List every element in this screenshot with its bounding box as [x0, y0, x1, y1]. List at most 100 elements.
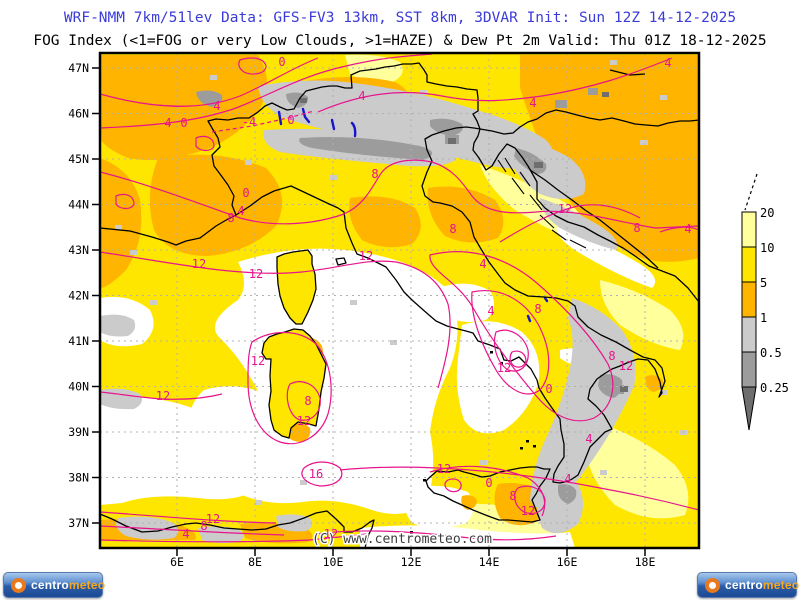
lat-label: 46N	[68, 107, 89, 121]
contour-label: 12	[558, 202, 572, 216]
lat-label: 40N	[68, 380, 89, 394]
lat-label: 45N	[68, 152, 89, 166]
legend-swatch-0.5	[741, 351, 757, 388]
lon-label: 16E	[557, 555, 578, 569]
contour-label: 0	[287, 113, 294, 127]
longitude-axis: 6E 8E 10E 12E 14E 16E 18E	[170, 555, 655, 569]
map-frame	[98, 51, 701, 550]
croatian-islands	[497, 157, 587, 249]
latitude-axis: 47N 46N 45N 44N 43N 42N 41N 40N 39N 38N …	[68, 61, 89, 530]
coast-sicily	[425, 466, 551, 523]
dewpoint-contour-labels: 0 4 4 0 -4 0 4 4 4 8 0 4 8 12 12 12 8 12…	[156, 55, 692, 541]
centrometeo-logo-left[interactable]: centrometeo	[3, 572, 106, 598]
contour-label: 12	[359, 249, 373, 263]
contour-label: 0	[485, 476, 492, 490]
contour-label: 12	[619, 359, 633, 373]
legend-label: 5	[760, 276, 767, 290]
border-alps	[207, 62, 481, 216]
legend-label: 20	[760, 206, 774, 220]
contour-label: 4	[684, 222, 691, 236]
lon-label: 18E	[635, 555, 656, 569]
contour-label: 8	[509, 489, 516, 503]
lat-label: 44N	[68, 198, 89, 212]
contour-label: 12	[251, 354, 265, 368]
legend-swatch-5	[741, 281, 757, 318]
contour-label: 4	[529, 96, 536, 110]
contour-label: 16	[309, 467, 323, 481]
contour-label: 8	[633, 221, 640, 235]
contour-label: 8	[200, 519, 207, 533]
coast-sardinia	[261, 328, 327, 439]
legend-label: 0.5	[760, 346, 782, 360]
contour-label: 4	[664, 56, 671, 70]
contour-label: 12	[297, 414, 311, 428]
lake-balaton	[609, 69, 646, 76]
contour-label: 12	[156, 389, 170, 403]
legend-label: 0.25	[760, 381, 789, 395]
contour-label: 8	[534, 302, 541, 316]
contour-label: 4	[479, 257, 486, 271]
contour-label: 4	[564, 472, 571, 486]
map-plot-area: (C) www.centrometeo.com 0 4 4 0 -4 0 4 4…	[100, 53, 699, 548]
centrometeo-ring-icon	[11, 577, 26, 593]
field-title: FOG Index (<1=FOG or very Low Clouds, >1…	[33, 33, 766, 49]
centrometeo-logo-right[interactable]: centrometeo	[697, 572, 799, 598]
contour-label: 4	[182, 527, 189, 541]
centrometeo-logo-text: centrometeo	[31, 578, 106, 592]
contour-label: 12	[497, 361, 511, 375]
lon-label: 8E	[248, 555, 262, 569]
contour-label: 4	[164, 116, 171, 130]
lat-label: 41N	[68, 334, 89, 348]
coast-elba	[335, 257, 347, 266]
legend-swatch-0.25	[741, 386, 757, 431]
lat-label: 43N	[68, 243, 89, 257]
legend-label: 10	[760, 241, 774, 255]
contour-label: 12	[206, 512, 220, 526]
contour-label: 4	[358, 89, 365, 103]
contour-label: 12	[192, 257, 206, 271]
border-balkan-inland	[529, 169, 659, 269]
dewpoint-contours	[100, 53, 699, 543]
lon-label: 14E	[479, 555, 500, 569]
contour-label: 0	[545, 382, 552, 396]
lat-label: 42N	[68, 289, 89, 303]
coast-corsica	[276, 249, 317, 325]
lon-label: 10E	[323, 555, 344, 569]
coast-mainland	[100, 126, 699, 484]
contour-label: 8	[227, 211, 234, 225]
lon-label: 12E	[401, 555, 422, 569]
lat-label: 47N	[68, 61, 89, 75]
model-title: WRF-NMM 7km/51lev Data: GFS-FV3 13km, SS…	[64, 10, 736, 26]
watermark: (C) www.centrometeo.com	[312, 532, 492, 547]
legend-swatch-10	[741, 246, 757, 283]
contour-label: 8	[304, 394, 311, 408]
lakes	[277, 107, 549, 323]
lat-label: 38N	[68, 471, 89, 485]
legend-swatch-1	[741, 316, 757, 353]
lon-label: 6E	[170, 555, 184, 569]
contour-label: 4	[237, 204, 244, 218]
contour-label: 0	[278, 55, 285, 69]
contour-label: 8	[371, 167, 378, 181]
legend-overflow-dash	[744, 173, 758, 211]
legend-colorbar: 20 10 5 1 0.5 0.25	[741, 173, 789, 431]
contour-label: 12	[324, 527, 338, 541]
contour-label: -4	[242, 115, 256, 129]
lat-label: 39N	[68, 425, 89, 439]
contour-label: 12	[437, 462, 451, 476]
axis-ticks	[92, 67, 646, 556]
contour-label: 12	[249, 267, 263, 281]
contour-label: 8	[608, 349, 615, 363]
legend-label: 1	[760, 311, 767, 325]
legend-swatch-20	[741, 211, 757, 248]
contour-label: 0	[180, 116, 187, 130]
contour-label: 0	[242, 186, 249, 200]
coast-africa	[100, 510, 375, 548]
contour-label: 4	[487, 304, 494, 318]
contour-label: 12	[521, 504, 535, 518]
contour-label: 4	[213, 99, 220, 113]
contour-label: 4	[585, 432, 592, 446]
border-east	[479, 109, 699, 135]
